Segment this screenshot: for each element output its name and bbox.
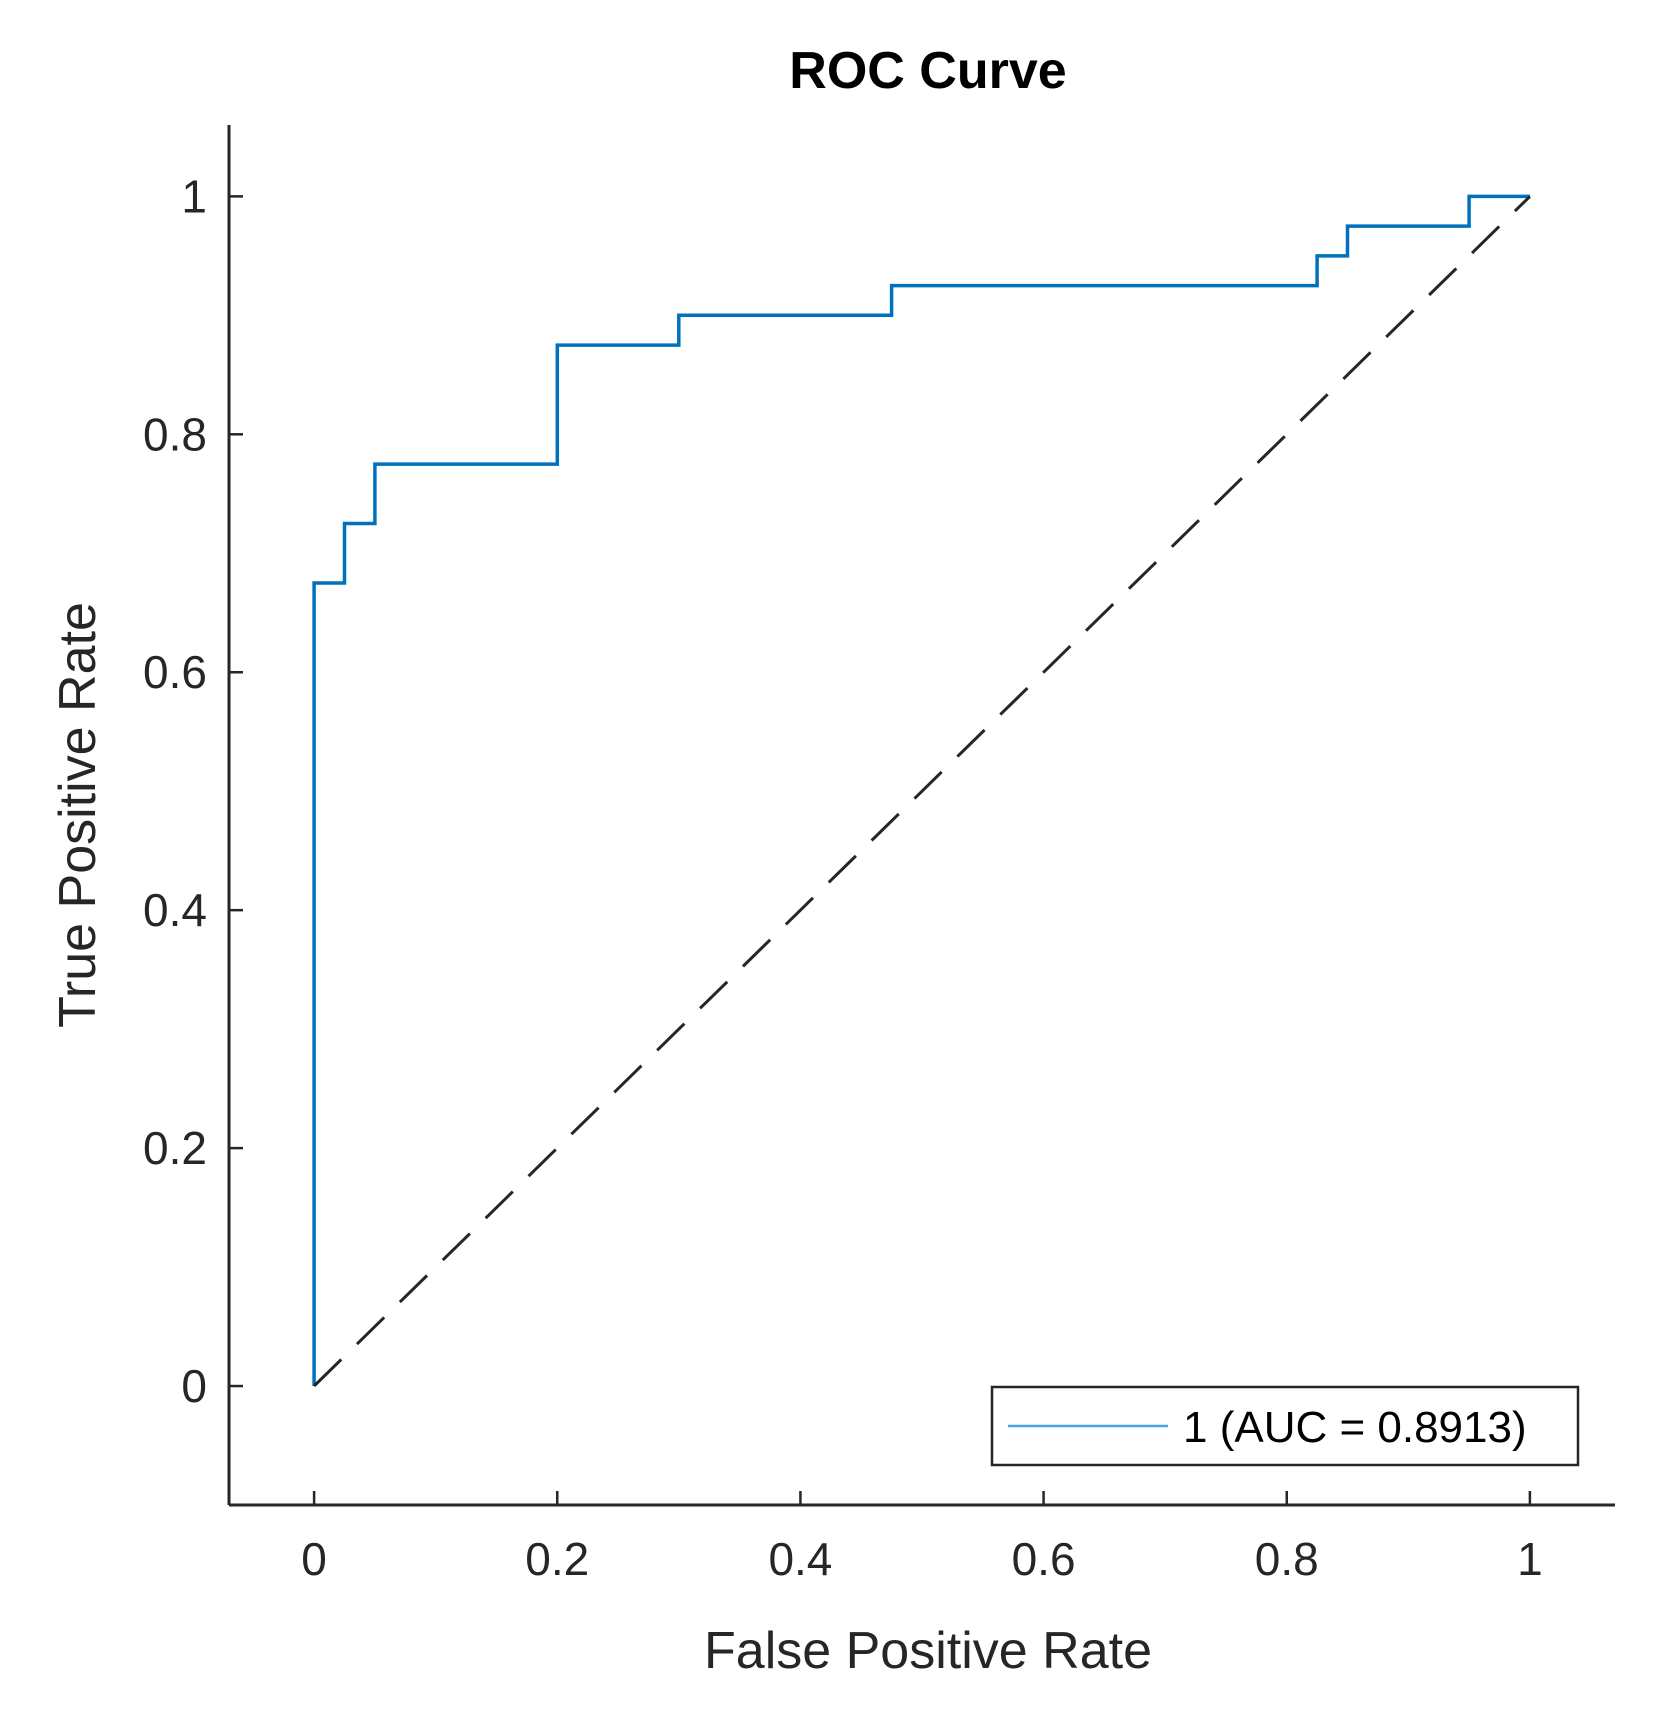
x-tick-label: 0.4 <box>768 1533 832 1585</box>
y-tick-label: 0.8 <box>143 408 207 460</box>
chance-diagonal-line <box>313 195 1531 1388</box>
x-ticks: 0 0.2 0.4 0.6 0.8 1 <box>301 1491 1543 1585</box>
chart-title: ROC Curve <box>789 42 1066 100</box>
y-tick-label: 0.2 <box>143 1122 207 1174</box>
roc-curve-line <box>312 194 1530 1386</box>
y-ticks: 0 0.2 0.4 0.6 0.8 1 <box>143 170 243 1412</box>
y-tick-label: 1 <box>181 170 207 222</box>
plot-area <box>312 194 1531 1388</box>
legend-entry-label: 1 (AUC = 0.8913) <box>1183 1403 1527 1452</box>
x-tick-label: 0.6 <box>1012 1533 1076 1585</box>
y-tick-label: 0.6 <box>143 646 207 698</box>
x-tick-label: 0 <box>301 1533 327 1585</box>
legend: 1 (AUC = 0.8913) <box>990 1385 1580 1467</box>
y-tick-label: 0.4 <box>143 884 207 936</box>
x-tick-label: 0.8 <box>1255 1533 1319 1585</box>
x-tick-label: 1 <box>1517 1533 1543 1585</box>
y-tick-label: 0 <box>181 1360 207 1412</box>
x-axis-label: False Positive Rate <box>704 1622 1152 1680</box>
x-tick-label: 0.2 <box>525 1533 589 1585</box>
y-axis-label: True Positive Rate <box>49 602 107 1028</box>
